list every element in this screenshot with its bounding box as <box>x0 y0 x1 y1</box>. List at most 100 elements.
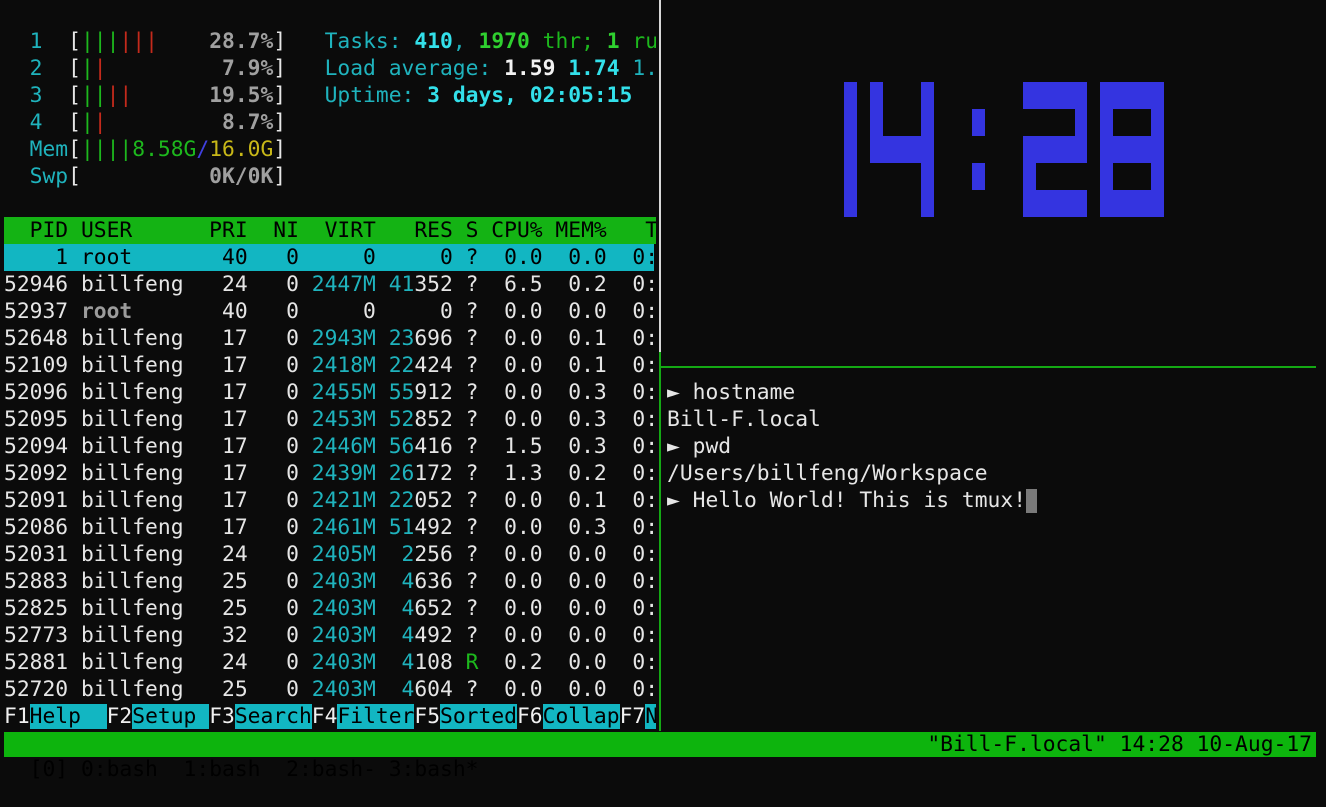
fkey-label[interactable]: Filter <box>337 704 415 729</box>
text <box>248 407 261 432</box>
fkey-label[interactable]: N <box>645 704 656 729</box>
process-row[interactable]: 52773 billfeng 32 0 2403M 4492 ? 0.0 0.0… <box>4 622 656 649</box>
fkey-f7[interactable]: F7N <box>620 704 656 729</box>
window-0[interactable]: 0:bash <box>80 757 158 782</box>
shell-output-line: /Users/billfeng/Workspace <box>667 460 988 487</box>
column-user[interactable]: USER <box>80 218 197 243</box>
fkey-f3[interactable]: F3Search <box>209 704 312 729</box>
clock-pixel <box>1151 82 1165 109</box>
process-row[interactable]: 1 root 40 0 0 0 ? 0.0 0.0 0: <box>4 244 654 271</box>
clock-pixel <box>1113 190 1126 217</box>
nice: 0 <box>260 353 299 378</box>
function-key-bar[interactable]: F1Help F2Setup F3SearchF4FilterF5SortedF… <box>4 703 656 730</box>
fkey-label[interactable]: Setup <box>132 704 210 729</box>
state: ? <box>465 326 479 351</box>
column-res[interactable]: RES <box>388 218 453 243</box>
priority: 17 <box>209 380 248 405</box>
column-mem-pct[interactable]: MEM% <box>555 218 607 243</box>
fkey-f6[interactable]: F6Collap <box>517 704 620 729</box>
clock-pixel <box>844 136 857 163</box>
process-row[interactable]: 52648 billfeng 17 0 2943M 23696 ? 0.0 0.… <box>4 325 656 352</box>
res: 0 <box>388 299 453 324</box>
mem-total: 16.0G <box>209 137 274 162</box>
pane-divider-vertical[interactable] <box>659 0 661 352</box>
process-row[interactable]: 52091 billfeng 17 0 2421M 22052 ? 0.0 0.… <box>4 487 656 514</box>
pid: 52883 <box>4 569 69 594</box>
fkey-f4[interactable]: F4Filter <box>312 704 415 729</box>
res-thousands: 52 <box>388 407 415 432</box>
clock-pixel <box>1100 82 1113 109</box>
text: ] <box>273 83 287 108</box>
fkey-key[interactable]: F4 <box>311 704 338 729</box>
fkey-label[interactable]: Search <box>234 704 312 729</box>
text <box>286 56 324 81</box>
fkey-label[interactable]: Collap <box>542 704 620 729</box>
process-row[interactable]: 52094 billfeng 17 0 2446M 56416 ? 1.5 0.… <box>4 433 656 460</box>
process-row[interactable]: 52092 billfeng 17 0 2439M 26172 ? 1.3 0.… <box>4 460 656 487</box>
process-row[interactable]: 52881 billfeng 24 0 2403M 4108 R 0.2 0.0… <box>4 649 656 676</box>
process-row[interactable]: 52937 root 40 0 0 0 ? 0.0 0.0 0: <box>4 298 656 325</box>
clock-pixel <box>1113 136 1126 163</box>
column-cpu-pct[interactable]: CPU% <box>491 218 543 243</box>
text <box>196 434 209 459</box>
process-row[interactable]: 52946 billfeng 24 0 2447M 41352 ? 6.5 0.… <box>4 271 656 298</box>
fkey-f2[interactable]: F2Setup <box>107 704 210 729</box>
pid: 52096 <box>4 380 69 405</box>
fkey-label[interactable]: Help <box>29 704 107 729</box>
user: billfeng <box>80 272 197 297</box>
text: [ <box>42 83 81 108</box>
fkey-f1[interactable]: F1Help <box>4 704 107 729</box>
text <box>68 218 81 243</box>
clock-pixel <box>1151 163 1165 190</box>
fkey-key[interactable]: F5 <box>414 704 441 729</box>
priority: 25 <box>209 596 248 621</box>
text <box>607 461 633 486</box>
fkey-key[interactable]: F7 <box>619 704 646 729</box>
fkey-key[interactable]: F3 <box>209 704 235 729</box>
fkey-label[interactable]: Sorted <box>440 704 517 729</box>
text <box>68 299 81 324</box>
fkey-key[interactable]: F1 <box>4 704 30 729</box>
column-pid[interactable]: PID <box>4 218 69 243</box>
process-row[interactable]: 52109 billfeng 17 0 2418M 22424 ? 0.0 0.… <box>4 352 656 379</box>
cpu-id: 3 <box>4 83 43 108</box>
res: 052 <box>414 488 453 513</box>
fkey-f5[interactable]: F5Sorted <box>414 704 517 729</box>
clock-pixel <box>921 163 934 190</box>
window-1[interactable]: 1:bash <box>183 757 261 782</box>
process-row[interactable]: 52720 billfeng 25 0 2403M 4604 ? 0.0 0.0… <box>4 676 656 703</box>
process-row[interactable]: 52031 billfeng 24 0 2405M 2256 ? 0.0 0.0… <box>4 541 656 568</box>
text <box>248 677 261 702</box>
pane-divider-horizontal[interactable] <box>660 366 1316 368</box>
text <box>453 245 466 270</box>
fkey-key[interactable]: F2 <box>106 704 133 729</box>
process-row[interactable]: 52825 billfeng 25 0 2403M 4652 ? 0.0 0.0… <box>4 595 656 622</box>
text-cursor[interactable] <box>1026 489 1038 513</box>
column-virt[interactable]: VIRT <box>311 218 376 243</box>
text <box>248 623 261 648</box>
fkey-key[interactable]: F6 <box>516 704 543 729</box>
virt: 2403M <box>311 623 376 648</box>
text: ] <box>273 137 287 162</box>
process-table-header[interactable]: PID USER PRI NI VIRT RES S CPU% MEM% T <box>4 217 656 244</box>
process-row[interactable]: 52883 billfeng 25 0 2403M 4636 ? 0.0 0.0… <box>4 568 656 595</box>
column-t[interactable]: T <box>645 218 656 243</box>
pid: 52031 <box>4 542 69 567</box>
text <box>478 353 491 378</box>
text <box>478 461 491 486</box>
window-2[interactable]: 2:bash- <box>286 757 376 782</box>
process-row[interactable]: 52096 billfeng 17 0 2455M 55912 ? 0.0 0.… <box>4 379 656 406</box>
column-pri[interactable]: PRI <box>209 218 248 243</box>
pane-divider-vertical-active[interactable] <box>659 352 661 731</box>
res-thousands: 4 <box>388 596 415 621</box>
column-s[interactable]: S <box>465 218 479 243</box>
column-ni[interactable]: NI <box>260 218 299 243</box>
meter-bar: | <box>80 137 94 162</box>
process-row[interactable]: 52086 billfeng 17 0 2461M 51492 ? 0.0 0.… <box>4 514 656 541</box>
process-row[interactable]: 52095 billfeng 17 0 2453M 52852 ? 0.0 0.… <box>4 406 656 433</box>
window-3-active[interactable]: 3:bash* <box>388 757 479 782</box>
clock-pixel <box>972 109 985 136</box>
command-text: Hello World! This is tmux! <box>692 488 1027 513</box>
text <box>543 569 556 594</box>
meter-bar: | <box>132 29 146 54</box>
